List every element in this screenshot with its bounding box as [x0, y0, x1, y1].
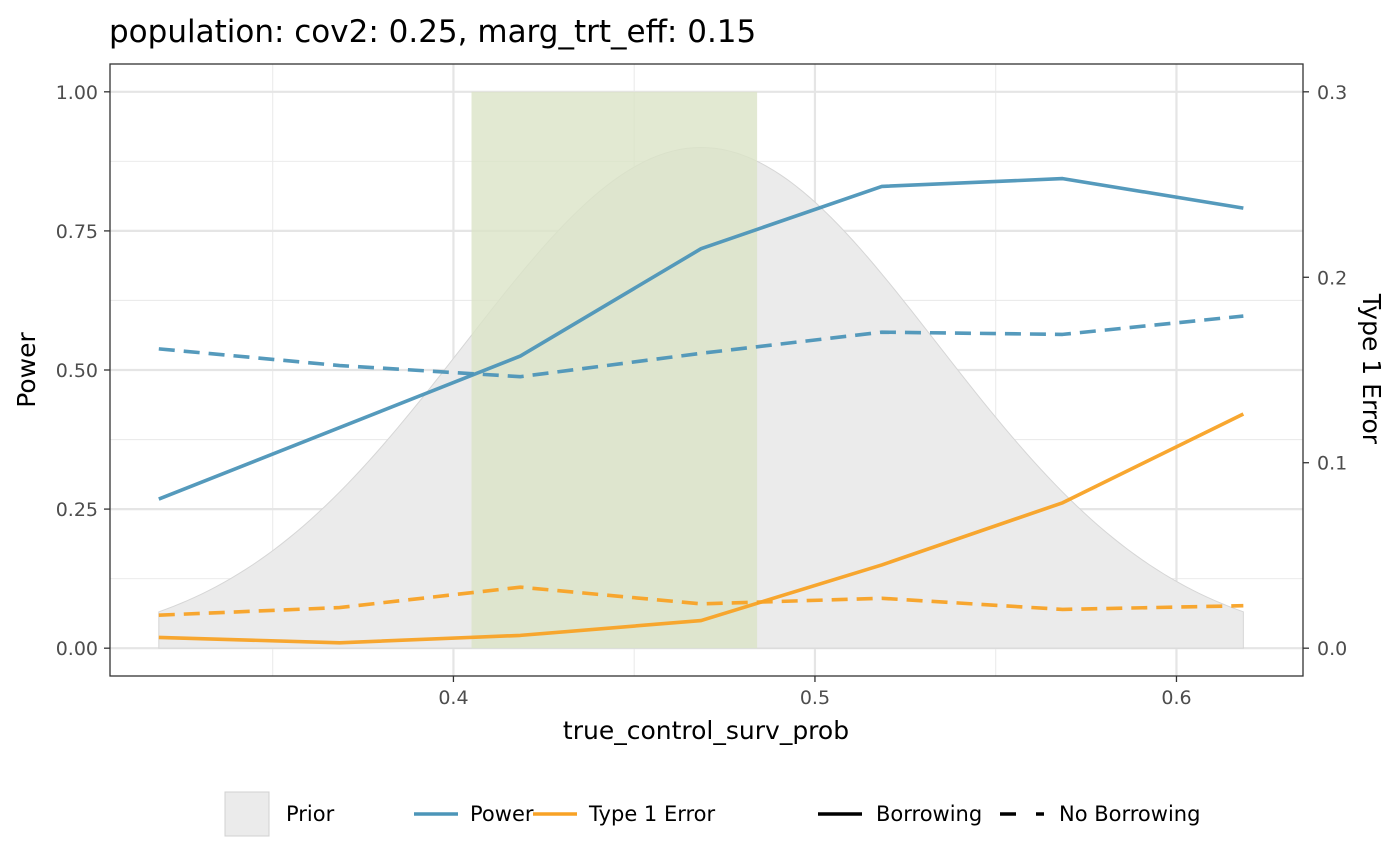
- legend-key-prior: [224, 791, 270, 837]
- y-axis-left: 0.00 0.25 0.50 0.75 1.00: [56, 82, 110, 660]
- chart-title: population: cov2: 0.25, marg_trt_eff: 0.…: [109, 14, 756, 50]
- y-axis-right: 0.0 0.1 0.2 0.3: [1303, 82, 1347, 660]
- x-tick-label: 0.4: [438, 687, 468, 709]
- x-tick-label: 0.6: [1161, 687, 1191, 709]
- y-tick-label: 1.00: [56, 82, 98, 104]
- y2-tick-label: 0.3: [1317, 82, 1347, 104]
- legend-label-borrowing: Borrowing: [876, 802, 982, 826]
- legend-label-no-borrowing: No Borrowing: [1059, 802, 1200, 826]
- y2-tick-label: 0.2: [1317, 267, 1347, 289]
- highlight-band-layer: [471, 91, 758, 649]
- legend: Prior Power Type 1 Error Borrowing No Borrow…: [224, 791, 1200, 837]
- highlight-band: [471, 91, 758, 649]
- series-line-power-no-borrowing: [158, 314, 1244, 379]
- x-tick-label: 0.5: [800, 687, 830, 709]
- y-tick-label: 0.50: [56, 360, 98, 382]
- series-line-type-1-error-borrowing: [158, 412, 1245, 645]
- y-tick-label: 0.75: [56, 221, 98, 243]
- y-axis-title: Power: [12, 331, 41, 407]
- y2-tick-label: 0.0: [1317, 638, 1347, 660]
- series-lines: [158, 176, 1245, 645]
- legend-label-type-1-error: Type 1 Error: [588, 802, 715, 826]
- y2-tick-label: 0.1: [1317, 453, 1347, 475]
- series-line-type-1-error-no-borrowing: [158, 585, 1244, 617]
- y2-axis-title: Type 1 Error: [1357, 293, 1386, 445]
- x-axis: 0.4 0.5 0.6: [438, 676, 1192, 709]
- x-axis-title: true_control_surv_prob: [563, 716, 849, 745]
- series-line-power-borrowing: [158, 176, 1244, 501]
- y-tick-label: 0.25: [56, 499, 98, 521]
- plot-panel: [109, 63, 1304, 677]
- y-tick-label: 0.00: [56, 638, 98, 660]
- legend-label-power: Power: [470, 802, 534, 826]
- legend-label-prior: Prior: [286, 802, 335, 826]
